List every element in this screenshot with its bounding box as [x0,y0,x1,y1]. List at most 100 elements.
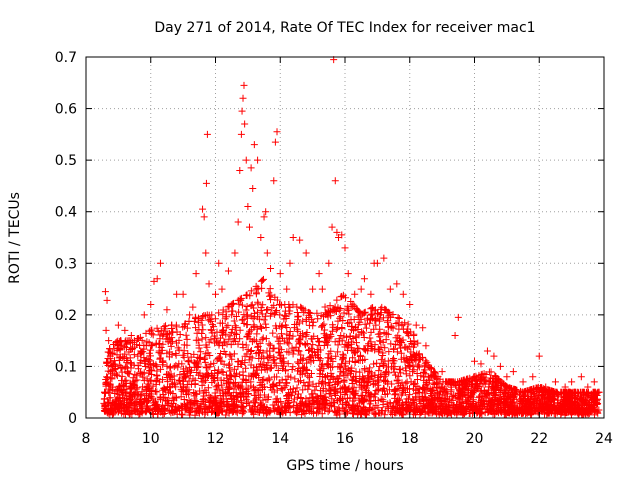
data-point [212,290,219,298]
x-tick-label: 8 [82,431,91,447]
data-point [381,344,389,352]
data-point [163,362,171,370]
data-point [349,354,357,362]
data-point [291,375,299,383]
data-point [321,372,329,380]
data-point [335,306,343,314]
y-tick-label: 0.4 [55,205,77,221]
data-point [454,313,462,321]
data-point [551,378,559,386]
data-point [215,309,223,317]
data-point [394,314,402,322]
data-point [230,317,238,325]
data-point [295,378,303,386]
data-point [232,369,240,377]
data-point [159,340,167,348]
data-point [179,290,187,298]
data-point [351,290,359,298]
data-point [317,366,325,374]
data-point [359,329,367,337]
data-point [590,378,598,386]
data-point [199,205,207,213]
data-point [238,107,246,115]
data-point [266,285,274,293]
data-point [406,301,414,309]
data-point [401,388,409,396]
data-point [225,378,233,386]
data-point [224,267,232,275]
data-point [379,384,387,392]
data-point [244,330,252,338]
data-point [267,364,275,372]
data-point [243,350,251,358]
data-point [381,411,389,419]
data-point [350,327,358,335]
data-point [376,337,384,345]
data-point [229,379,237,387]
data-point [346,357,354,365]
data-point [360,334,368,342]
data-point [247,347,255,355]
data-point [245,372,253,380]
data-point [171,393,179,401]
data-point [363,411,371,419]
data-point [283,285,291,293]
data-point [429,379,437,387]
data-point [395,372,403,380]
data-point [247,347,255,355]
data-point [246,327,254,335]
data-point [413,376,421,384]
data-point [175,360,183,368]
data-point [315,338,323,346]
data-point [210,332,218,340]
data-point [320,365,328,373]
data-point [311,386,319,394]
data-point [422,342,430,350]
data-point [256,339,264,347]
data-point [157,365,165,373]
data-point [274,367,282,375]
data-point [281,366,289,374]
data-point [202,179,210,187]
data-point [389,356,397,364]
data-point [325,259,333,267]
data-point [305,314,313,322]
data-point [423,380,431,388]
data-point [153,324,161,332]
data-point [227,328,235,336]
x-tick-label: 14 [271,431,289,447]
data-point [405,395,413,403]
data-point [233,409,241,417]
data-point [438,368,446,376]
data-point [213,382,221,390]
data-point [242,156,250,164]
y-tick-label: 0.5 [55,153,77,169]
data-point [366,364,374,372]
data-point [367,305,375,313]
data-point [231,329,239,337]
data-point [306,373,314,381]
data-point [373,259,381,267]
data-point [386,285,394,293]
data-point [278,364,286,372]
data-point [477,388,485,396]
data-point [383,318,391,326]
data-point [235,300,243,308]
data-point [351,348,359,356]
data-point [161,325,169,333]
data-point [147,301,155,309]
data-point [297,304,305,312]
data-point [332,352,340,360]
data-point [250,410,258,418]
x-tick-label: 24 [595,431,613,447]
data-point [220,360,228,368]
data-point [532,408,540,416]
data-point [331,177,339,185]
data-point [367,397,375,405]
data-point [134,335,142,343]
data-point [403,407,411,415]
data-point [269,329,277,337]
data-point [200,213,208,221]
data-point [107,374,115,382]
data-point [176,331,184,339]
